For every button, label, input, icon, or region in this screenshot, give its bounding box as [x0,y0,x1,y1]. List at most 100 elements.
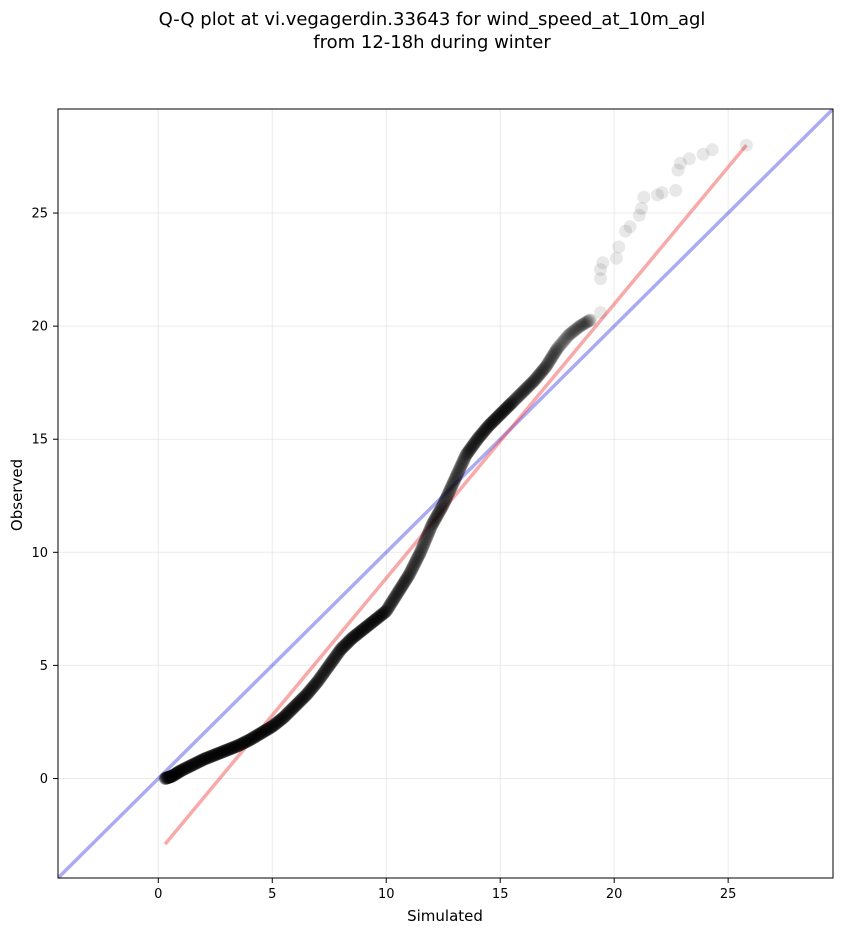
quantile-point [307,679,321,693]
quantile-point [433,504,447,518]
quantile-point [553,339,567,353]
quantile-point [259,723,273,737]
quantile-point [404,565,418,579]
quantile-point [163,770,177,784]
quantile-point [525,376,539,390]
quantile-point [356,623,370,637]
quantile-point [378,605,392,619]
quantile-point [548,346,562,360]
quantile-point [349,628,363,642]
quantile-point [237,736,251,750]
quantile-point [351,627,365,641]
quantile-point [483,417,497,431]
quantile-point [161,771,175,785]
quantile-point [326,653,340,667]
quantile-point [409,553,423,567]
quantile-point [260,722,274,736]
quantile-point [467,437,481,451]
quantile-point [185,758,199,772]
quantile-point [241,734,255,748]
quantile-point [352,625,366,639]
quantile-point [553,338,567,352]
quantile-point [428,512,442,526]
quantile-point [299,689,313,703]
quantile-point [400,572,414,586]
quantile-point [375,607,389,621]
quantile-point [305,681,319,695]
quantile-point [500,401,514,415]
quantile-point [346,631,360,645]
quantile-point [184,759,198,773]
quantile-point [173,764,187,778]
quantile-point [158,771,172,785]
x-tick-label: 0 [154,887,162,902]
quantile-point [334,642,348,656]
quantile-point [277,710,291,724]
quantile-point [230,739,244,753]
quantile-point [448,471,462,485]
quantile-point [546,348,560,362]
quantile-point [194,754,208,768]
quantile-point [397,576,411,590]
quantile-point [317,665,331,679]
quantile-point [396,577,410,591]
quantile-point [492,409,506,423]
quantile-point [308,678,322,692]
quantile-point [562,328,576,342]
quantile-point [189,756,203,770]
quantile-point [560,330,574,344]
quantile-point [269,716,283,730]
quantile-point [331,646,345,660]
quantile-point [531,369,545,383]
x-tick-label: 10 [378,887,395,902]
quantile-point [480,421,494,435]
quantile-point [404,563,418,577]
quantile-point [577,317,591,331]
quantile-point [204,749,218,763]
quantile-point [340,636,354,650]
quantile-point [396,578,410,592]
quantile-point [536,363,550,377]
quantile-point [322,658,336,672]
quantile-point [516,385,530,399]
quantile-point [194,753,208,767]
quantile-point [247,731,261,745]
quantile-point [523,378,537,392]
quantile-point [514,386,528,400]
quantile-point [632,208,646,222]
quantile-point [212,746,226,760]
quantile-point [457,452,471,466]
quantile-point [347,630,361,644]
quantile-point [436,498,450,512]
quantile-point [240,734,254,748]
quantile-point [225,741,239,755]
quantile-point [234,737,248,751]
quantile-point [238,735,252,749]
quantile-point [238,735,252,749]
quantile-point [444,480,458,494]
quantile-point [265,719,279,733]
quantile-point [512,389,526,403]
quantile-point [252,727,266,741]
quantile-point [453,462,467,476]
quantile-point [216,745,230,759]
quantile-point [515,386,529,400]
quantile-point [682,152,696,166]
quantile-point [188,757,202,771]
quantile-point [350,627,364,641]
quantile-point [501,399,515,413]
quantile-point [159,771,173,785]
quantile-point [435,501,449,515]
quantile-point [594,263,607,277]
quantile-point [229,740,243,754]
quantile-point [296,691,310,705]
quantile-point [407,558,421,572]
quantile-point [168,768,182,782]
quantile-point [466,438,480,452]
quantile-point [272,714,286,728]
quantile-point [281,706,295,720]
quantile-point [466,439,480,453]
quantile-point [235,737,249,751]
plot-frame [57,108,834,879]
quantile-point [295,692,309,706]
